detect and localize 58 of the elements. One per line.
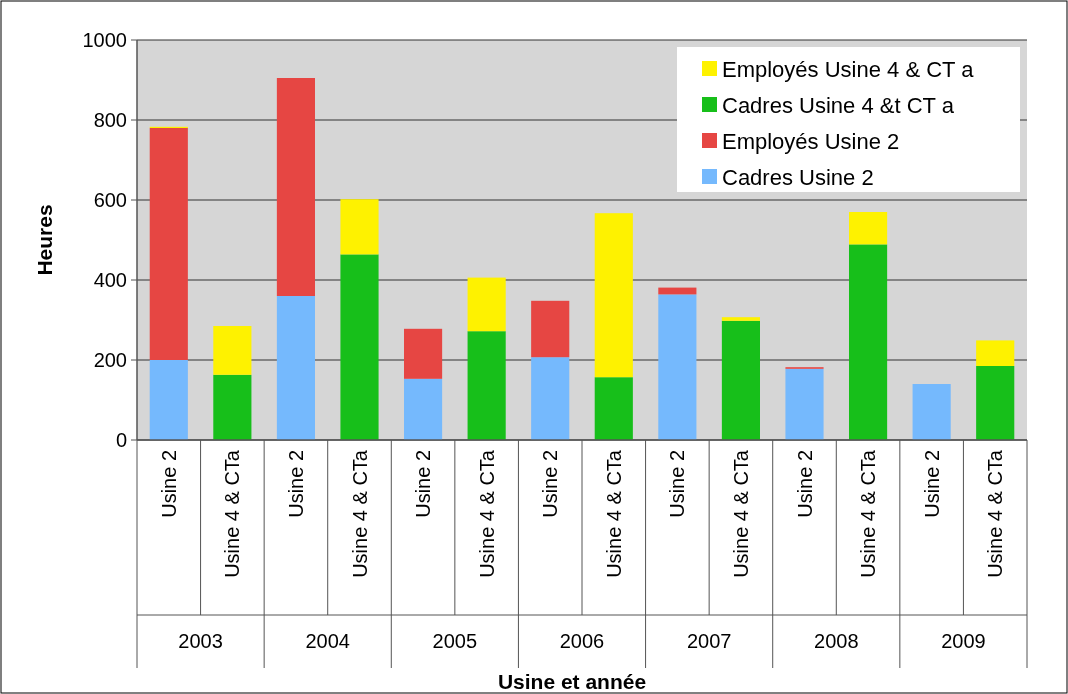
y-tick-label: 400 xyxy=(93,269,127,291)
text: 2008 xyxy=(814,630,859,652)
bar xyxy=(721,320,760,440)
bar xyxy=(976,366,1015,440)
text: 2006 xyxy=(559,630,605,652)
bar xyxy=(213,374,252,440)
bar xyxy=(912,384,951,440)
text: 2003 xyxy=(178,630,223,652)
text: 2004 xyxy=(305,630,350,652)
bar xyxy=(594,377,633,440)
x-tick-label: Usine 4 & CTa xyxy=(348,449,371,578)
bar xyxy=(849,244,888,440)
bar xyxy=(276,296,315,440)
bar xyxy=(213,326,252,375)
bar xyxy=(785,368,824,440)
bar xyxy=(340,199,379,255)
text: 2005 xyxy=(432,630,478,652)
y-tick-label: 600 xyxy=(93,189,127,211)
text: 2009 xyxy=(941,630,986,652)
x-tick-label: Usine 4 & CTa xyxy=(475,449,498,578)
x-axis-title: Usine et année xyxy=(497,670,647,693)
x-tick-label: Usine 4 & CTa xyxy=(221,449,244,578)
y-axis-title: Heures xyxy=(33,204,56,276)
bar xyxy=(849,212,888,245)
x-tick-label: Usine 2 xyxy=(412,450,435,518)
bar xyxy=(149,360,188,440)
y-tick-label: 200 xyxy=(93,349,127,371)
bar xyxy=(976,340,1015,366)
x-tick-label: Usine 4 & CTa xyxy=(857,449,880,578)
x-tick-label: Usine 4 & CTa xyxy=(729,449,752,578)
bar xyxy=(531,357,570,440)
bar xyxy=(404,328,443,379)
bar xyxy=(658,294,697,440)
bar xyxy=(531,300,570,358)
x-tick-label: Usine 2 xyxy=(539,450,562,518)
bar xyxy=(467,331,506,440)
x-tick-label: Usine 2 xyxy=(666,450,689,518)
legend-label: Employés Usine 4 & CT a xyxy=(722,56,975,82)
x-tick-label: Usine 2 xyxy=(157,450,180,518)
y-tick-label: 0 xyxy=(115,429,127,451)
bar xyxy=(340,254,379,440)
bar xyxy=(404,378,443,440)
text: 2007 xyxy=(686,630,732,652)
x-tick-label: Usine 4 & CTa xyxy=(602,449,625,578)
bar xyxy=(276,78,315,296)
x-tick-label: Usine 2 xyxy=(920,450,943,518)
x-tick-label: Usine 2 xyxy=(793,450,816,518)
bar xyxy=(467,277,506,332)
y-tick-label: 1000 xyxy=(82,29,127,51)
x-tick-label: Usine 4 & CTa xyxy=(984,449,1007,578)
legend-label: Cadres Usine 4 &t CT a xyxy=(722,92,955,118)
y-tick-label: 800 xyxy=(93,109,127,131)
legend-label: Employés Usine 2 xyxy=(722,128,900,154)
bar xyxy=(149,128,188,360)
legend-label: Cadres Usine 2 xyxy=(722,164,874,190)
bar xyxy=(594,213,633,378)
bar xyxy=(721,317,760,321)
x-tick-label: Usine 2 xyxy=(284,450,307,518)
